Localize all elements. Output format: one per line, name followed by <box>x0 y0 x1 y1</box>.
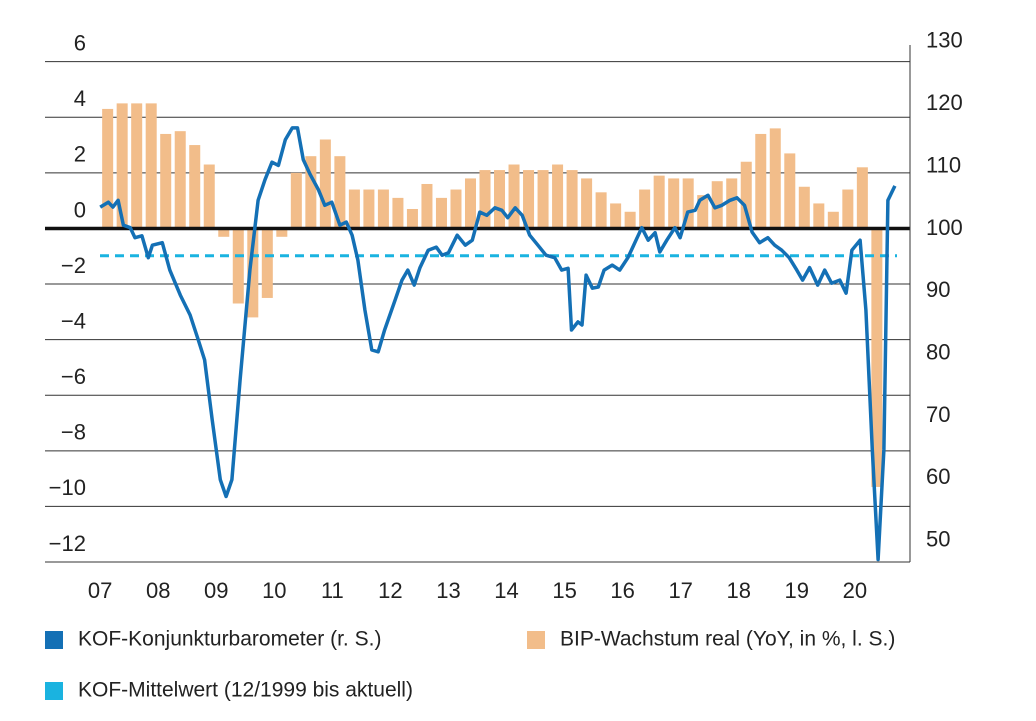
bar <box>203 164 215 229</box>
bar <box>523 170 535 229</box>
x-tick-label: 17 <box>668 578 692 603</box>
legend-label: BIP-Wachstum real (YoY, in %, l. S.) <box>560 628 895 651</box>
bar <box>784 153 796 229</box>
y2-tick-label: 50 <box>926 527 950 552</box>
y2-tick-label: 90 <box>926 277 950 302</box>
x-tick-label: 14 <box>494 578 518 603</box>
bar <box>581 178 593 229</box>
legend: KOF-Konjunkturbarometer (r. S.) BIP-Wachs… <box>45 628 895 702</box>
y2-tick-label: 60 <box>926 464 950 489</box>
bar <box>334 156 346 229</box>
bar <box>479 170 491 229</box>
bar <box>464 178 476 229</box>
x-tick-label: 15 <box>552 578 576 603</box>
y-tick-label: 4 <box>74 86 86 111</box>
y-tick-label: 0 <box>74 197 86 222</box>
bar <box>871 228 883 487</box>
y-tick-label: 6 <box>74 30 86 55</box>
bar <box>276 228 288 237</box>
legend-swatch <box>527 631 545 649</box>
bar <box>392 197 404 229</box>
y2-tick-label: 120 <box>926 90 963 115</box>
bar <box>624 211 636 229</box>
y2-tick-label: 80 <box>926 340 950 365</box>
bar <box>377 189 389 229</box>
bar <box>189 145 201 229</box>
legend-label: KOF-Konjunkturbarometer (r. S.) <box>78 628 381 651</box>
bar <box>537 170 549 229</box>
bar <box>639 189 651 229</box>
bar <box>508 164 520 229</box>
bar <box>305 156 317 229</box>
y-tick-label: −8 <box>61 420 86 445</box>
bar <box>131 103 143 229</box>
bar <box>856 167 868 229</box>
x-tick-label: 16 <box>610 578 634 603</box>
x-tick-label: 07 <box>88 578 112 603</box>
x-tick-label: 08 <box>146 578 170 603</box>
bar <box>363 189 375 229</box>
y-tick-label: 2 <box>74 142 86 167</box>
y-tick-label: −4 <box>61 308 86 333</box>
x-tick-label: 10 <box>262 578 286 603</box>
x-tick-label: 12 <box>378 578 402 603</box>
bar <box>102 108 114 229</box>
bar <box>668 178 680 229</box>
bar <box>755 133 767 229</box>
bar <box>682 178 694 229</box>
bar <box>406 208 418 229</box>
bar <box>827 211 839 229</box>
bar <box>566 170 578 229</box>
y2-tick-label: 70 <box>926 402 950 427</box>
grid <box>45 61 910 563</box>
bar <box>421 183 433 229</box>
x-tick-label: 20 <box>843 578 867 603</box>
bar <box>610 203 622 229</box>
bar <box>653 175 665 229</box>
bars <box>102 103 883 487</box>
bar <box>450 189 462 229</box>
bar <box>552 164 564 229</box>
x-tick-label: 13 <box>436 578 460 603</box>
x-tick-label: 18 <box>726 578 750 603</box>
bar <box>813 203 825 229</box>
y-tick-label: −12 <box>49 531 86 556</box>
bar <box>494 170 506 229</box>
legend-swatch <box>45 682 63 700</box>
y-tick-label: −10 <box>49 475 86 500</box>
legend-swatch <box>45 631 63 649</box>
bar <box>290 172 302 229</box>
bar <box>261 228 273 298</box>
bar <box>218 228 230 237</box>
y-tick-label: −6 <box>61 364 86 389</box>
bar <box>319 139 331 229</box>
y2-tick-label: 110 <box>926 152 961 177</box>
x-tick-label: 19 <box>785 578 809 603</box>
bar <box>232 228 244 304</box>
bar <box>160 133 172 229</box>
bar <box>740 161 752 229</box>
bar <box>435 197 447 229</box>
bar <box>697 195 709 229</box>
bar <box>595 192 607 229</box>
bar <box>798 186 810 229</box>
y2-tick-label: 130 <box>926 28 963 53</box>
line <box>99 126 897 562</box>
bar <box>842 189 854 229</box>
bar <box>247 228 259 318</box>
x-tick-label: 09 <box>204 578 228 603</box>
bar <box>711 181 723 229</box>
y2-tick-label: 100 <box>926 215 963 240</box>
bar <box>145 103 157 229</box>
bar <box>348 189 360 229</box>
bar <box>769 128 781 229</box>
bar <box>726 178 738 229</box>
x-tick-label: 11 <box>321 578 344 603</box>
bar <box>174 131 186 229</box>
bar <box>116 103 128 229</box>
y-tick-label: −2 <box>61 253 86 278</box>
legend-label: KOF-Mittelwert (12/1999 bis aktuell) <box>78 679 413 702</box>
